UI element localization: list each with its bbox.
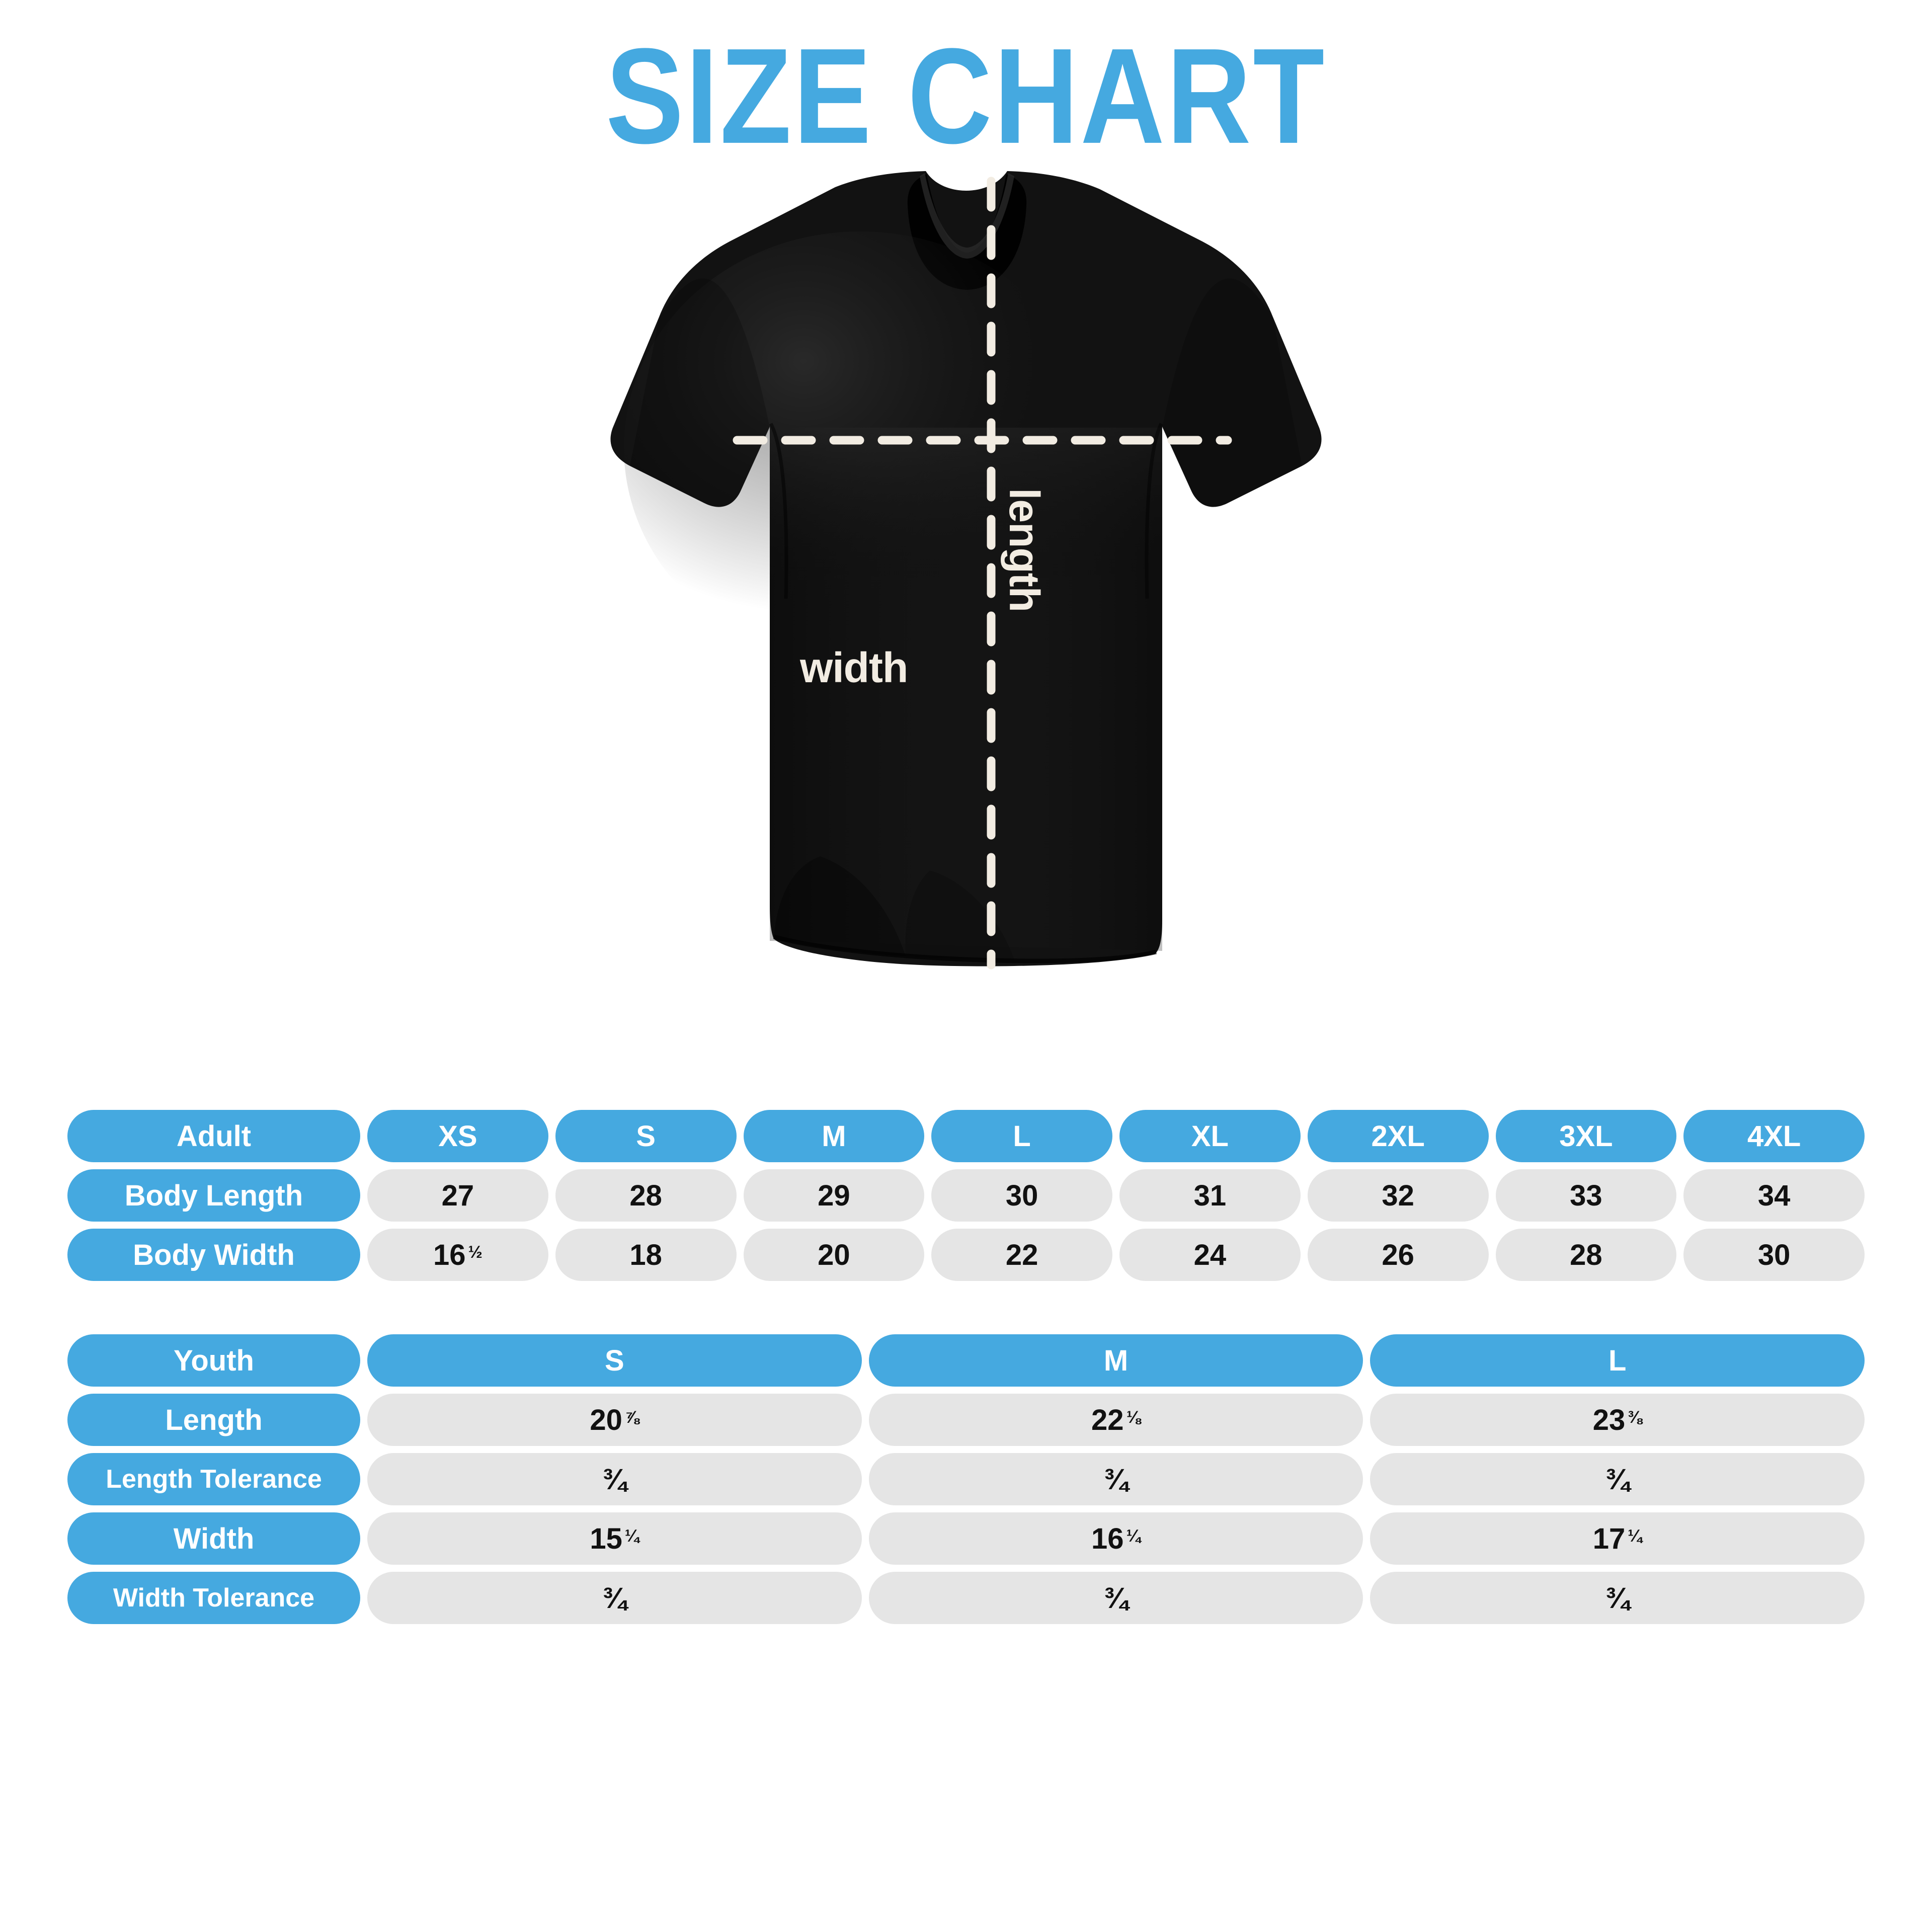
page-title: SIZE CHART [605,20,1327,172]
youth-length-s: 20 ⅞ [367,1394,862,1446]
youth-width-s: 15 ¼ [367,1512,862,1565]
youth-size-header-s: S [367,1334,862,1387]
youth-length-tolerance-s: ¾ [367,1453,862,1505]
adult-size-header-3xl: 3XL [1495,1110,1677,1162]
adult-size-header-xl: XL [1119,1110,1301,1162]
table-gap-divider [60,1288,1872,1327]
adult-row-label-body-length: Body Length [67,1169,360,1222]
adult-body-width-xl: 24 [1119,1229,1301,1281]
youth-length-m: 22 ⅛ [868,1394,1363,1446]
youth-length-row: Length 20 ⅞ 22 ⅛ 23 ⅜ [67,1394,1865,1446]
adult-header-row: Adult XS S M L XL 2XL 3XL 4XL [67,1110,1865,1162]
adult-body-length-s: 28 [555,1169,737,1222]
adult-body-width-row: Body Width 16 ½ 18 20 22 24 26 28 30 [67,1229,1865,1281]
youth-width-tolerance-l: ¾ [1370,1572,1865,1624]
youth-row-label-length: Length [67,1394,360,1446]
width-label: width [800,644,908,691]
youth-width-tolerance-m: ¾ [868,1572,1363,1624]
adult-size-header-s: S [555,1110,737,1162]
youth-header-row: Youth S M L [67,1334,1865,1387]
youth-label-header: Youth [67,1334,360,1387]
adult-body-length-xs: 27 [367,1169,548,1222]
adult-body-width-3xl: 28 [1495,1229,1677,1281]
youth-row-label-width-tolerance: Width Tolerance [67,1572,360,1624]
adult-size-header-xs: XS [367,1110,548,1162]
youth-width-tolerance-row: Width Tolerance ¾ ¾ ¾ [67,1572,1865,1624]
youth-length-tolerance-row: Length Tolerance ¾ ¾ ¾ [67,1453,1865,1505]
adult-body-width-4xl: 30 [1683,1229,1865,1281]
tshirt-graphic [610,171,1322,970]
youth-row-label-width: Width [67,1512,360,1565]
adult-body-length-xl: 31 [1119,1169,1301,1222]
youth-width-row: Width 15 ¼ 16 ¼ 17 ¼ [67,1512,1865,1565]
adult-body-length-3xl: 33 [1495,1169,1677,1222]
size-tables: Adult XS S M L XL 2XL 3XL 4XL Body Lengt… [60,1103,1872,1631]
adult-body-length-l: 30 [931,1169,1112,1222]
adult-body-length-m: 29 [743,1169,925,1222]
youth-length-tolerance-m: ¾ [868,1453,1363,1505]
adult-body-width-s: 18 [555,1229,737,1281]
adult-size-header-2xl: 2XL [1307,1110,1489,1162]
youth-size-header-l: L [1370,1334,1865,1387]
adult-size-table: Adult XS S M L XL 2XL 3XL 4XL Body Lengt… [60,1103,1872,1288]
adult-body-width-l: 22 [931,1229,1112,1281]
adult-body-width-m: 20 [743,1229,925,1281]
adult-row-label-body-width: Body Width [67,1229,360,1281]
youth-width-l: 17 ¼ [1370,1512,1865,1565]
tshirt-illustration: width length [0,166,1932,1062]
adult-size-header-m: M [743,1110,925,1162]
youth-row-label-length-tolerance: Length Tolerance [67,1453,360,1505]
youth-width-tolerance-s: ¾ [367,1572,862,1624]
adult-body-length-row: Body Length 27 28 29 30 31 32 33 34 [67,1169,1865,1222]
youth-size-table: Youth S M L Length 20 ⅞ 22 ⅛ 23 ⅜ Length To… [60,1327,1872,1631]
page-header: SIZE CHART [0,0,1932,164]
youth-length-tolerance-l: ¾ [1370,1453,1865,1505]
adult-label-header: Adult [67,1110,360,1162]
youth-width-m: 16 ¼ [868,1512,1363,1565]
adult-size-header-4xl: 4XL [1683,1110,1865,1162]
adult-size-header-l: L [931,1110,1112,1162]
youth-size-header-m: M [868,1334,1363,1387]
adult-body-width-xs: 16 ½ [367,1229,548,1281]
adult-body-length-2xl: 32 [1307,1169,1489,1222]
adult-body-width-2xl: 26 [1307,1229,1489,1281]
youth-length-l: 23 ⅜ [1370,1394,1865,1446]
length-label: length [1001,488,1048,612]
adult-body-length-4xl: 34 [1683,1169,1865,1222]
